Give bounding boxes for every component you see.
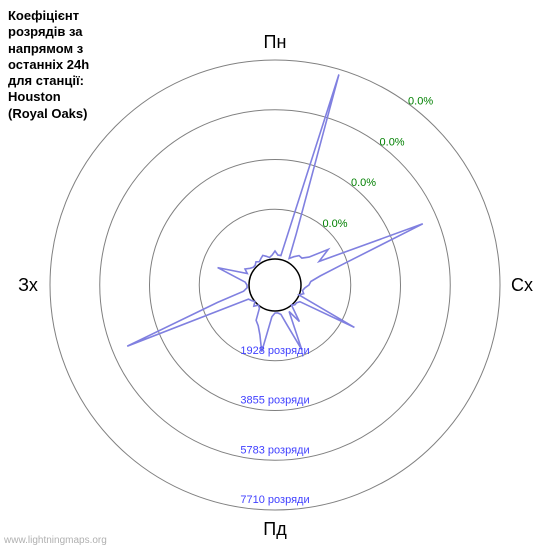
svg-text:0.0%: 0.0% [322, 218, 347, 230]
direction-labels: Пн Сх Пд Зх [18, 32, 533, 539]
percent-labels: 0.0% 0.0% 0.0% 0.0% [322, 96, 433, 230]
svg-text:Зх: Зх [18, 275, 38, 295]
svg-text:Сх: Сх [511, 275, 533, 295]
svg-text:3855 розряди: 3855 розряди [240, 395, 309, 407]
grid-rings [50, 60, 500, 510]
ring-labels: 1928 розряди 3855 розряди 5783 розряди 7710… [240, 345, 309, 506]
svg-text:7710 розряди: 7710 розряди [240, 494, 309, 506]
polar-chart: 1928 розряди 3855 розряди 5783 розряди 7710… [0, 0, 550, 550]
svg-text:5783 розряди: 5783 розряди [240, 444, 309, 456]
svg-text:0.0%: 0.0% [408, 96, 433, 108]
footer-credit: www.lightningmaps.org [4, 535, 107, 546]
svg-text:Пд: Пд [263, 519, 287, 539]
svg-text:0.0%: 0.0% [380, 136, 405, 148]
svg-text:1928 розряди: 1928 розряди [240, 345, 309, 357]
svg-text:Пн: Пн [264, 32, 287, 52]
svg-text:0.0%: 0.0% [351, 177, 376, 189]
